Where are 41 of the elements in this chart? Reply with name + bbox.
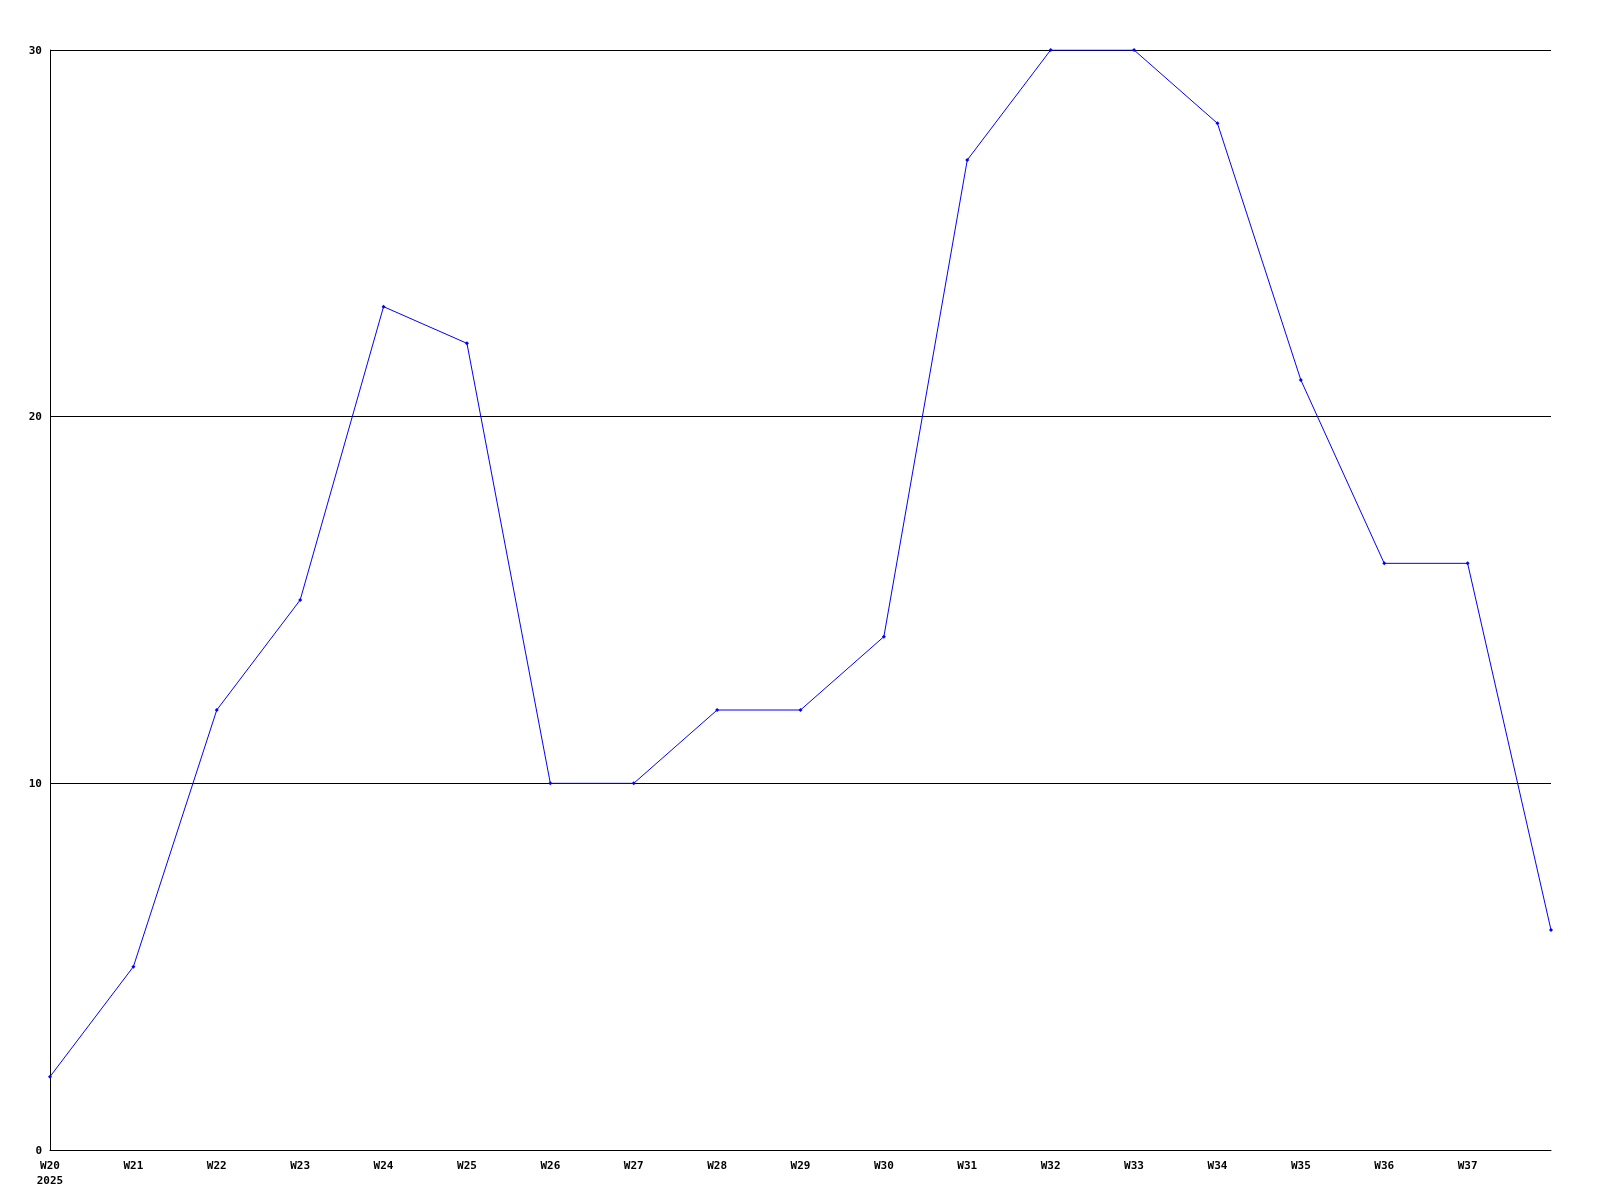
y-tick-label: 0 (35, 1143, 42, 1157)
point (965, 158, 970, 162)
point (214, 708, 219, 712)
point (48, 1074, 52, 1079)
point (631, 781, 636, 786)
point (1465, 561, 1470, 566)
x-tick-label: W24 (373, 1159, 394, 1172)
point (1132, 48, 1137, 52)
x-tick-label: W34 (1207, 1159, 1228, 1172)
x-tick-label: W35 (1290, 1159, 1311, 1172)
x-tick-label: W32 (1040, 1159, 1061, 1172)
x-tick-label: W37 (1457, 1159, 1478, 1172)
point (1048, 48, 1053, 52)
point (715, 708, 720, 712)
y-tick-label: 20 (28, 410, 42, 424)
point (381, 304, 386, 309)
x-tick-label: W33 (1124, 1159, 1144, 1172)
x-tick-label: W21 (123, 1159, 144, 1172)
x-tick-label: W22 (206, 1159, 227, 1172)
x-tick-label: W20 2025 (36, 1159, 64, 1187)
x-tick-label: W30 (873, 1159, 894, 1172)
x-tick-label: W25 (457, 1159, 477, 1172)
x-tick-label: W29 (790, 1159, 811, 1172)
x-tick-label: W27 (623, 1159, 644, 1172)
point (1215, 121, 1220, 126)
point (1382, 561, 1387, 566)
y-tick-label: 10 (28, 776, 42, 790)
x-tick-label: W26 (540, 1159, 561, 1172)
x-tick-label: W31 (957, 1159, 978, 1172)
point (464, 341, 469, 346)
x-tick-label: W36 (1374, 1159, 1395, 1172)
point (548, 781, 553, 786)
point (298, 598, 303, 602)
x-tick-label: W28 (707, 1159, 728, 1172)
x-tick-label: W23 (290, 1159, 311, 1172)
point (131, 964, 136, 969)
point (1549, 928, 1553, 932)
point (798, 708, 803, 712)
point (881, 634, 886, 639)
y-tick-label: 30 (28, 43, 42, 57)
point (1298, 378, 1303, 382)
